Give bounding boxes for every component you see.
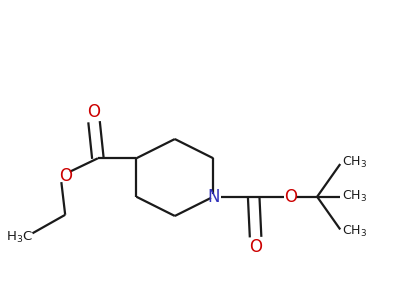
Text: CH$_3$: CH$_3$: [342, 224, 367, 239]
Text: O: O: [59, 167, 72, 185]
Text: O: O: [284, 188, 297, 206]
Text: CH$_3$: CH$_3$: [342, 155, 367, 170]
Text: O: O: [249, 238, 262, 256]
Text: N: N: [207, 188, 220, 206]
Text: CH$_3$: CH$_3$: [342, 189, 367, 204]
Text: H$_3$C: H$_3$C: [6, 230, 33, 245]
Text: O: O: [88, 103, 101, 121]
